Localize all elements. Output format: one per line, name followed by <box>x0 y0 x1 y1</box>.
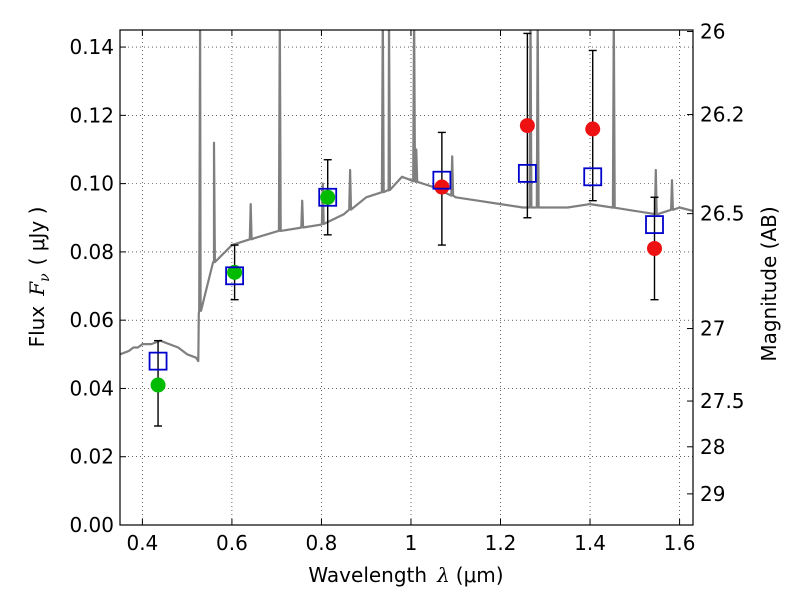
tick-labels: 0.4 0.6 0.8 1 1.2 1.4 1.6 0.00 0.02 0.04 0.06 0.08 0… <box>69 20 744 555</box>
model-bandpass-point <box>432 170 452 190</box>
x-tick-label: 0.6 <box>216 531 248 555</box>
y-tick-label: 0.00 <box>69 513 114 537</box>
observed-red-point <box>647 240 663 256</box>
data-markers <box>148 118 664 393</box>
model-bandpass-point <box>318 187 338 207</box>
observed-red-point <box>519 118 535 134</box>
x-tick-label: 1.2 <box>485 531 517 555</box>
x-axis-label: Wavelength λ (μm) <box>308 563 503 587</box>
x-tick-label: 1.4 <box>574 531 606 555</box>
x-tick-label: 0.4 <box>126 531 158 555</box>
x-tick-label: 1.6 <box>664 531 696 555</box>
model-spectrum <box>120 30 693 363</box>
y2-tick-label: 29 <box>700 482 725 506</box>
model-bandpass-point <box>583 167 603 187</box>
y2-tick-label: 26 <box>700 20 725 44</box>
observed-red-point <box>585 121 601 137</box>
x-tick-label: 1 <box>405 531 418 555</box>
spectrum-line <box>120 30 693 363</box>
y2-tick-label: 28 <box>700 435 725 459</box>
y-tick-label: 0.04 <box>69 376 114 400</box>
error-bars <box>154 32 659 427</box>
plot-frame <box>119 29 694 526</box>
observed-red-point <box>434 179 450 195</box>
x-tick-label: 0.8 <box>306 531 338 555</box>
observed-blue-point <box>150 377 166 393</box>
y-tick-label: 0.12 <box>69 103 114 127</box>
ticks <box>120 30 693 526</box>
y2-tick-label: 26.2 <box>700 103 745 127</box>
y2-tick-label: 26.5 <box>700 202 745 226</box>
y-tick-label: 0.02 <box>69 445 114 469</box>
model-bandpass-point <box>225 266 245 286</box>
observed-blue-point <box>320 189 336 205</box>
y-axis-label: FluxFν( μJy ) <box>25 207 53 348</box>
y-tick-label: 0.14 <box>69 35 114 59</box>
y-tick-label: 0.08 <box>69 240 114 264</box>
grid <box>120 30 693 526</box>
y-tick-label: 0.06 <box>69 308 114 332</box>
y2-tick-label: 27.5 <box>700 389 745 413</box>
model-bandpass-point <box>148 351 168 371</box>
y2-tick-label: 27 <box>700 317 725 341</box>
model-bandpass-point <box>517 163 537 183</box>
y2-axis-label: Magnitude (AB) <box>757 206 781 361</box>
y-tick-label: 0.10 <box>69 172 114 196</box>
observed-blue-point <box>227 264 243 280</box>
model-bandpass-point <box>645 215 664 234</box>
